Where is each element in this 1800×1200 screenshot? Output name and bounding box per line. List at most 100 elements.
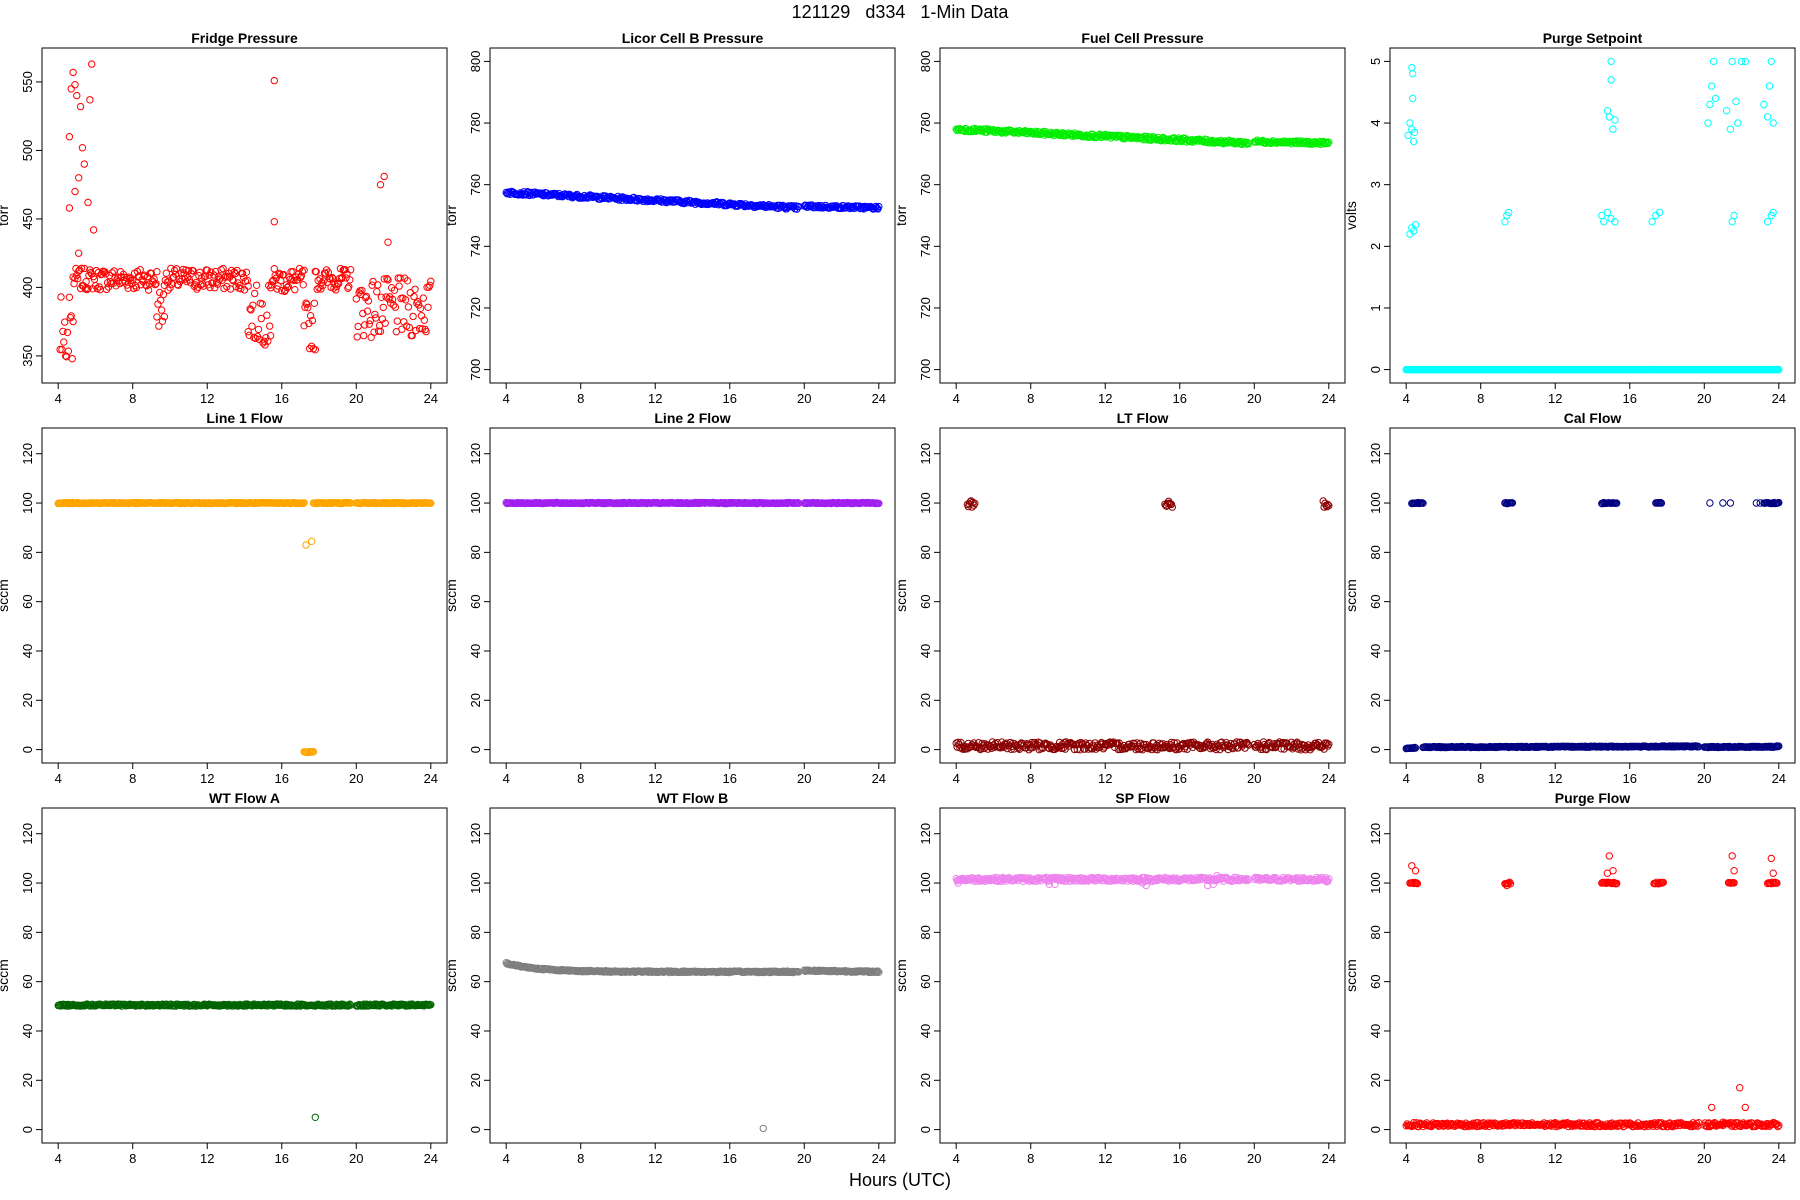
y-axis-label: sccm (443, 959, 459, 992)
data-point (420, 316, 428, 324)
data-point (427, 499, 435, 507)
data-point (170, 266, 179, 275)
data-point (408, 331, 416, 340)
data-point (1655, 208, 1664, 217)
data-point (384, 238, 392, 246)
plot-frame (939, 427, 1346, 764)
x-tick-label: 24 (872, 391, 886, 406)
y-tick-label: 40 (468, 644, 483, 658)
data-point (401, 296, 410, 304)
y-tick-label: 80 (468, 925, 483, 939)
y-tick-label: 0 (468, 1126, 483, 1133)
x-tick-label: 4 (55, 391, 62, 406)
data-point (373, 288, 381, 296)
data-point (266, 332, 275, 340)
x-tick-label: 20 (349, 391, 363, 406)
data-point (153, 313, 161, 321)
data-point (1325, 502, 1333, 510)
x-tick-label: 4 (953, 771, 960, 786)
data-point (69, 317, 77, 326)
data-points (952, 124, 1333, 149)
data-points (54, 498, 435, 757)
data-point (304, 304, 312, 312)
data-point (1245, 741, 1253, 749)
data-point (380, 275, 388, 283)
data-point (1722, 107, 1731, 115)
data-point (308, 316, 317, 325)
data-point (1769, 208, 1777, 217)
data-point (70, 279, 78, 288)
data-point (219, 264, 227, 273)
y-tick-label: 40 (468, 1024, 483, 1038)
data-point (69, 68, 77, 77)
data-point (1763, 113, 1772, 121)
x-tick-label: 24 (872, 1151, 886, 1166)
x-tick-label: 24 (872, 771, 886, 786)
data-point (251, 289, 259, 298)
data-point (299, 499, 307, 508)
y-tick-label: 20 (468, 693, 483, 707)
x-tick-label: 24 (1322, 771, 1336, 786)
x-tick-label: 20 (1247, 1151, 1261, 1166)
y-axis-label: sccm (1343, 959, 1359, 992)
y-tick-label: 40 (918, 644, 933, 658)
panel-title: Line 1 Flow (206, 410, 282, 426)
data-point (337, 274, 346, 283)
data-point (414, 297, 422, 306)
y-tick-label: 0 (20, 746, 35, 753)
data-point (150, 275, 158, 283)
data-point (161, 276, 170, 284)
y-tick-label: 5 (1368, 58, 1383, 65)
data-point (426, 281, 434, 289)
x-tick-label: 8 (1027, 1151, 1034, 1166)
y-tick-label: 40 (918, 1024, 933, 1038)
x-tick-label: 8 (1027, 391, 1034, 406)
data-point (341, 266, 349, 274)
data-point (84, 198, 92, 207)
y-tick-label: 450 (20, 208, 35, 230)
plot-frame (1389, 47, 1796, 384)
data-point (71, 81, 79, 89)
x-tick-label: 16 (723, 771, 737, 786)
y-tick-label: 120 (918, 443, 933, 465)
data-point (390, 286, 399, 294)
data-point (60, 338, 68, 346)
panel-title: WT Flow A (209, 790, 280, 806)
data-point (971, 499, 979, 508)
data-point (59, 327, 67, 336)
x-tick-label: 4 (1403, 771, 1410, 786)
x-tick-label: 24 (424, 1151, 438, 1166)
data-point (1325, 740, 1333, 748)
x-tick-label: 24 (1772, 1151, 1786, 1166)
y-axis-label: sccm (443, 579, 459, 612)
data-point (1765, 82, 1774, 90)
y-tick-label: 80 (1368, 545, 1383, 559)
data-point (213, 280, 222, 288)
x-tick-label: 4 (503, 1151, 510, 1166)
y-tick-label: 40 (20, 644, 35, 658)
y-tick-label: 350 (20, 345, 35, 367)
y-tick-label: 80 (20, 545, 35, 559)
data-point (167, 264, 175, 273)
data-point (368, 281, 376, 289)
plot-frame (939, 47, 1346, 384)
data-points (502, 959, 883, 1133)
y-tick-label: 0 (468, 746, 483, 753)
x-tick-label: 16 (1173, 391, 1187, 406)
data-point (270, 218, 278, 226)
x-tick-label: 20 (1697, 1151, 1711, 1166)
y-tick-label: 1 (1368, 304, 1383, 311)
data-point (1605, 113, 1614, 121)
data-point (1259, 745, 1267, 753)
data-point (65, 204, 74, 212)
data-point (826, 204, 835, 212)
data-point (302, 299, 310, 307)
data-point (179, 265, 187, 274)
data-point (155, 322, 163, 330)
plot-frame (1389, 427, 1796, 764)
y-tick-label: 80 (1368, 925, 1383, 939)
y-tick-label: 700 (918, 359, 933, 381)
